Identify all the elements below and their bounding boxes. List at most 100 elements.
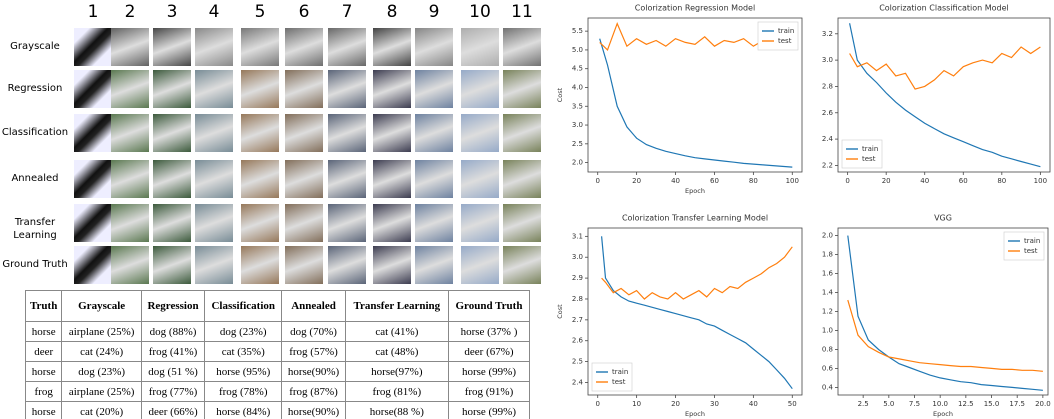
x-axis-label: Epoch xyxy=(933,410,953,418)
x-tick-label: 20 xyxy=(882,177,891,185)
legend-label: train xyxy=(778,27,794,35)
column-number: 1 xyxy=(73,2,113,22)
x-tick-label: 17.5 xyxy=(1009,400,1025,408)
chart-title: Colorization Classification Model xyxy=(879,4,1009,13)
x-tick-label: 20 xyxy=(671,400,680,408)
header-cell: Annealed xyxy=(282,291,345,322)
thumbnail xyxy=(328,246,366,284)
y-tick-label: 2.4 xyxy=(822,135,834,143)
chart-title: Colorization Regression Model xyxy=(635,4,755,13)
y-tick-label: 1.6 xyxy=(822,270,834,278)
y-tick-label: 0.8 xyxy=(822,345,833,353)
legend-label: train xyxy=(1024,237,1040,245)
x-tick-label: 50 xyxy=(788,400,797,408)
column-number: 6 xyxy=(284,2,324,22)
column-number: 8 xyxy=(372,2,412,22)
x-tick-label: 12.5 xyxy=(958,400,974,408)
y-tick-label: 2.0 xyxy=(572,159,583,167)
y-tick-label: 1.8 xyxy=(822,251,833,259)
y-tick-label: 2.8 xyxy=(822,82,833,90)
x-tick-label: 40 xyxy=(671,177,680,185)
x-tick-label: 10 xyxy=(632,400,641,408)
cell: deer xyxy=(26,342,62,362)
thumbnail xyxy=(153,28,191,66)
y-tick-label: 2.0 xyxy=(822,232,833,240)
y-tick-label: 5.0 xyxy=(572,46,583,54)
row-label: Classification xyxy=(0,126,70,139)
thumbnail xyxy=(111,114,149,152)
row-label: Annealed xyxy=(0,172,70,185)
thumbnail xyxy=(328,70,366,108)
x-tick-label: 20 xyxy=(632,177,641,185)
legend: traintest xyxy=(758,22,798,50)
series-line xyxy=(848,300,1043,371)
thumbnail xyxy=(373,114,411,152)
y-tick-label: 3.0 xyxy=(822,56,833,64)
y-tick-label: 2.4 xyxy=(572,378,584,386)
y-tick-label: 3.5 xyxy=(572,102,583,110)
y-tick-label: 0.4 xyxy=(822,383,834,391)
thumbnail xyxy=(241,114,279,152)
thumbnail xyxy=(74,70,112,108)
x-tick-label: 0 xyxy=(595,177,599,185)
thumbnail xyxy=(195,160,233,198)
y-axis-label: Cost xyxy=(556,304,564,319)
thumbnail xyxy=(461,160,499,198)
cell: dog (70%) xyxy=(282,322,345,342)
y-tick-label: 1.4 xyxy=(822,289,834,297)
thumbnail xyxy=(285,28,323,66)
thumbnail xyxy=(415,204,453,242)
column-number: 10 xyxy=(460,2,500,22)
thumbnail xyxy=(111,70,149,108)
thumbnail xyxy=(285,204,323,242)
cell: frog xyxy=(26,382,62,402)
series-line xyxy=(850,47,1041,89)
header-cell: Transfer Learning xyxy=(345,291,448,322)
thumbnail xyxy=(503,70,541,108)
thumbnail xyxy=(74,28,112,66)
cell: horse xyxy=(26,322,62,342)
x-tick-label: 20.0 xyxy=(1035,400,1051,408)
thumbnail xyxy=(111,246,149,284)
row-label: Regression xyxy=(0,82,70,95)
thumbnail xyxy=(328,160,366,198)
cell: frog (77%) xyxy=(141,382,204,402)
cell: dog (51 %) xyxy=(141,362,204,382)
thumbnail xyxy=(195,246,233,284)
thumbnail xyxy=(241,246,279,284)
thumbnail xyxy=(195,70,233,108)
thumbnail xyxy=(503,160,541,198)
cell: horse xyxy=(26,402,62,419)
x-tick-label: 2.5 xyxy=(858,400,869,408)
row-label: Ground Truth xyxy=(0,258,70,271)
thumbnail xyxy=(241,160,279,198)
x-tick-label: 7.5 xyxy=(909,400,920,408)
cell: horse(97%) xyxy=(345,362,448,382)
thumbnail xyxy=(373,28,411,66)
header-cell: Regression xyxy=(141,291,204,322)
thumbnail xyxy=(328,114,366,152)
y-tick-label: 2.6 xyxy=(572,337,584,345)
thumbnail xyxy=(461,70,499,108)
y-tick-label: 2.2 xyxy=(822,161,833,169)
cell: frog (87%) xyxy=(282,382,345,402)
x-tick-label: 30 xyxy=(710,400,719,408)
thumbnail xyxy=(503,246,541,284)
thumbnail xyxy=(373,160,411,198)
x-tick-label: 60 xyxy=(959,177,968,185)
cell: dog (88%) xyxy=(141,322,204,342)
x-tick-label: 80 xyxy=(997,177,1006,185)
thumbnail xyxy=(285,246,323,284)
y-tick-label: 3.0 xyxy=(572,253,583,261)
y-tick-label: 5.5 xyxy=(572,27,583,35)
thumbnail xyxy=(153,204,191,242)
y-tick-label: 2.7 xyxy=(572,316,583,324)
x-axis-label: Epoch xyxy=(685,410,705,418)
thumbnail xyxy=(241,28,279,66)
cell: airplane (25%) xyxy=(62,322,142,342)
chart-title: VGG xyxy=(934,214,952,223)
